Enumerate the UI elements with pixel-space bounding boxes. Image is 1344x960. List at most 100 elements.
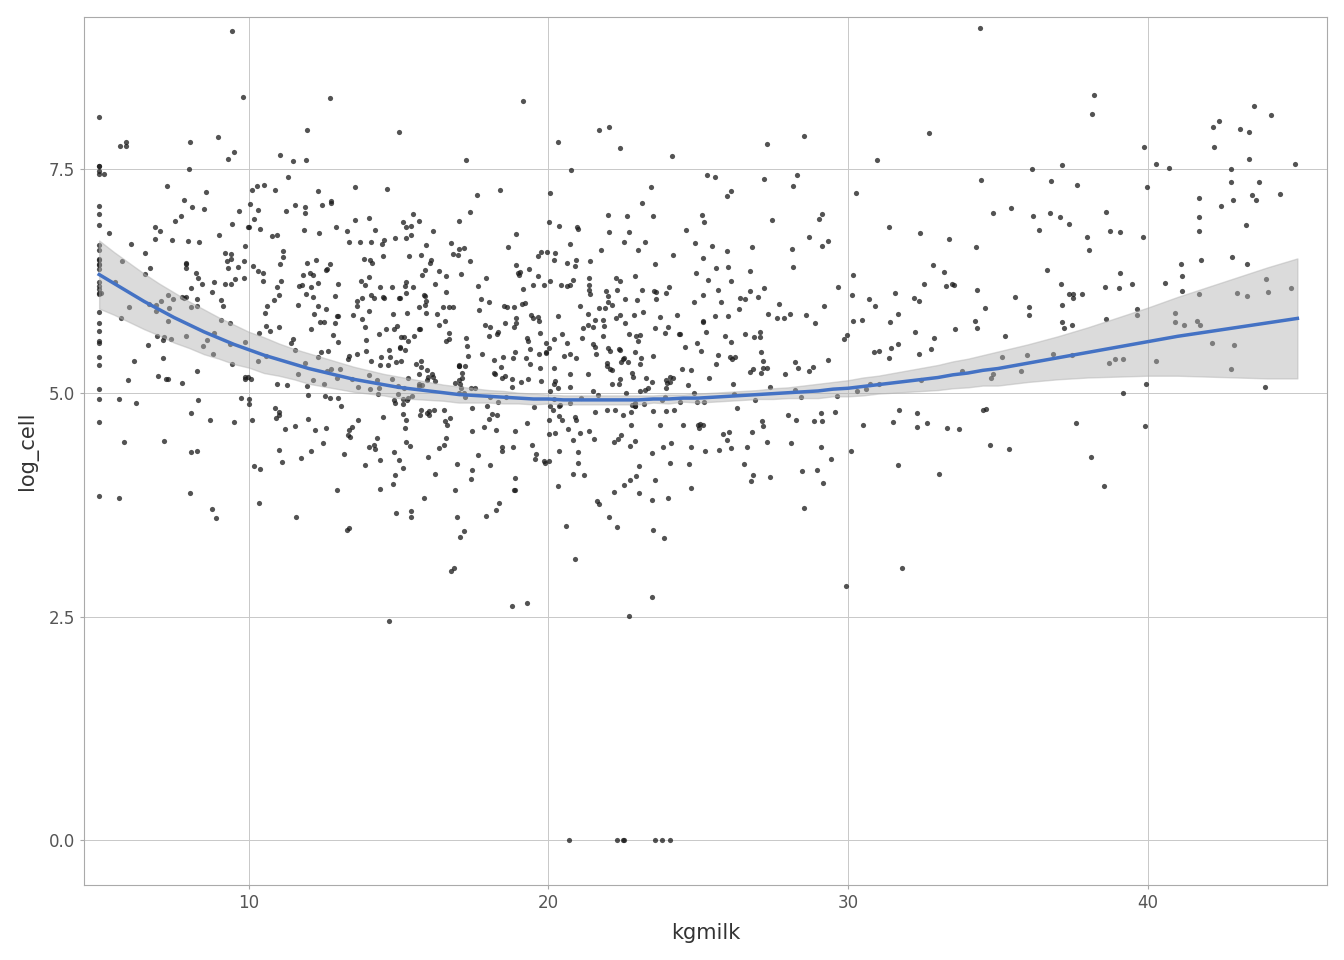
Point xyxy=(364,223,386,238)
Point xyxy=(392,406,414,421)
Point xyxy=(113,434,134,449)
Point xyxy=(347,413,368,428)
Point xyxy=(692,395,714,410)
Point xyxy=(539,426,560,442)
Point xyxy=(595,283,617,299)
Point xyxy=(661,248,683,263)
Point xyxy=(614,350,636,366)
Point xyxy=(284,343,305,358)
Point xyxy=(606,282,628,298)
Point xyxy=(1202,120,1223,135)
Point xyxy=(388,340,410,355)
Point xyxy=(805,315,827,330)
Point xyxy=(355,277,376,293)
Point xyxy=(249,325,270,341)
Point xyxy=(492,371,513,386)
Point xyxy=(820,451,841,467)
Point xyxy=(144,220,165,235)
Point xyxy=(614,316,636,331)
Point xyxy=(429,263,450,278)
Point xyxy=(570,425,591,441)
Point xyxy=(863,345,884,360)
Point xyxy=(547,308,569,324)
Point xyxy=(293,223,314,238)
Point xyxy=(629,458,650,473)
Point xyxy=(659,832,680,848)
Point xyxy=(1243,98,1265,113)
Point xyxy=(999,442,1020,457)
Point xyxy=(485,502,507,517)
Point xyxy=(401,218,422,233)
Point xyxy=(564,252,586,268)
Point xyxy=(341,372,363,387)
Point xyxy=(339,422,360,438)
Point xyxy=(234,239,255,254)
Point xyxy=(945,322,966,337)
Point xyxy=(750,324,771,340)
Point xyxy=(344,180,366,195)
Point xyxy=(504,300,526,315)
Point xyxy=(89,278,110,294)
Point xyxy=(478,328,500,344)
Point xyxy=(780,436,801,451)
Point xyxy=(253,178,274,193)
Point xyxy=(144,230,165,246)
Point xyxy=(320,256,341,272)
Point xyxy=(460,471,481,487)
Point xyxy=(206,510,227,525)
Point xyxy=(222,23,243,38)
Point xyxy=(1098,355,1120,371)
Point xyxy=(649,418,671,433)
Point xyxy=(238,220,259,235)
Point xyxy=(253,274,274,289)
Point xyxy=(539,453,560,468)
Point xyxy=(782,241,804,256)
Point xyxy=(579,286,601,301)
Point xyxy=(398,371,419,386)
Point xyxy=(476,271,497,286)
Point xyxy=(446,509,468,524)
Point xyxy=(880,341,902,356)
Point xyxy=(555,518,577,534)
Point xyxy=(759,379,781,395)
Point xyxy=(343,307,364,323)
Point xyxy=(855,381,876,396)
Point xyxy=(450,371,472,386)
Point xyxy=(632,283,653,299)
Point xyxy=(399,439,421,454)
Point xyxy=(1208,113,1230,129)
Point xyxy=(516,415,538,430)
Point xyxy=(314,420,336,436)
Point xyxy=(344,212,366,228)
Point xyxy=(435,333,457,348)
Point xyxy=(547,478,569,493)
Point xyxy=(868,376,890,392)
Point xyxy=(1279,280,1301,296)
Point xyxy=(317,261,339,276)
Point xyxy=(425,276,446,292)
Point xyxy=(1246,192,1267,207)
Point xyxy=(567,444,589,460)
Point xyxy=(297,388,319,403)
Point xyxy=(539,413,560,428)
Point xyxy=(542,402,563,418)
Point xyxy=(409,213,430,228)
Point xyxy=(396,393,418,408)
Point xyxy=(578,423,599,439)
Point xyxy=(785,412,806,427)
Point xyxy=(327,483,348,498)
Point xyxy=(528,313,550,328)
Point xyxy=(284,419,305,434)
Point xyxy=(438,325,460,341)
Point xyxy=(153,433,175,448)
Point xyxy=(161,232,183,248)
Point xyxy=(757,307,778,323)
Point xyxy=(782,179,804,194)
Point xyxy=(306,276,328,291)
Point xyxy=(1099,223,1121,238)
Point xyxy=(606,311,628,326)
Y-axis label: log_cell: log_cell xyxy=(16,412,38,491)
Point xyxy=(1095,204,1117,220)
Point xyxy=(378,613,399,629)
Point xyxy=(1235,217,1257,232)
